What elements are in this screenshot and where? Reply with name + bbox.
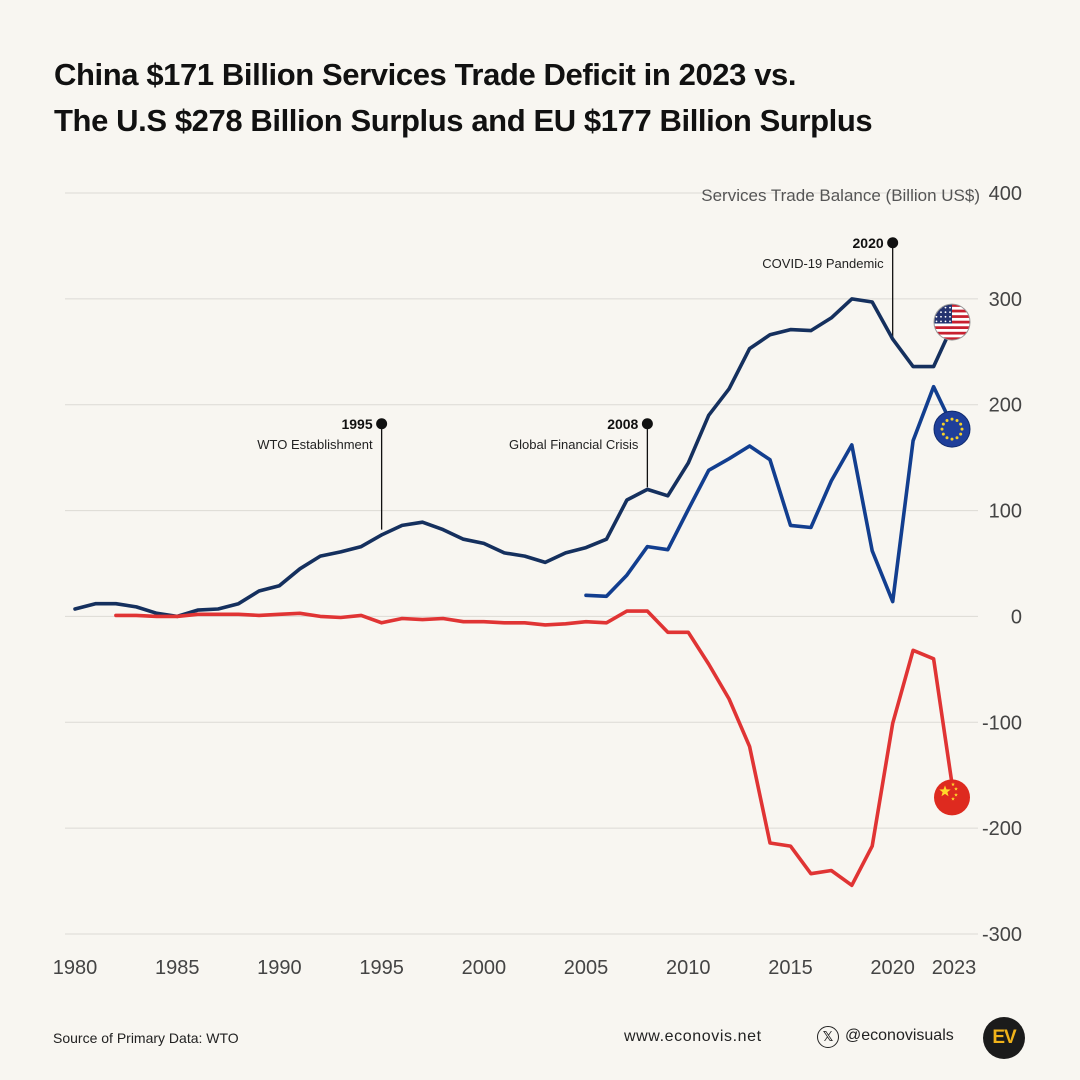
annotation-dot bbox=[641, 418, 653, 430]
x-tick-label: 1980 bbox=[53, 957, 98, 979]
eu-flag-star bbox=[945, 436, 949, 440]
us-flag-star bbox=[944, 306, 947, 309]
source-note: Source of Primary Data: WTO bbox=[53, 1030, 239, 1046]
y-tick-label: 200 bbox=[989, 395, 1022, 417]
us-flag-stripe bbox=[934, 334, 970, 338]
x-tick-label: 2023 bbox=[932, 957, 977, 979]
china-flag-big-star bbox=[939, 785, 951, 797]
x-tick-label: 2015 bbox=[768, 957, 813, 979]
us-flag-star bbox=[949, 320, 951, 323]
x-tick-label: 1985 bbox=[155, 957, 200, 979]
eu-flag-star bbox=[959, 432, 963, 436]
eu-flag-star bbox=[941, 432, 945, 436]
annotation-label: Global Financial Crisis bbox=[509, 437, 639, 452]
series-line-china bbox=[114, 609, 956, 888]
x-axis: 1980 1985 1990 1995 2000 2005 2010 2015 2020 2023 bbox=[53, 957, 977, 979]
y-tick-label: 300 bbox=[989, 289, 1022, 311]
eu-flag-star bbox=[955, 436, 959, 440]
x-tick-label: 2005 bbox=[564, 957, 609, 979]
us-flag-star bbox=[944, 320, 947, 323]
us-flag-border bbox=[933, 303, 971, 341]
chart-title-line-2: The U.S $278 Billion Surplus and EU $177… bbox=[54, 103, 873, 138]
eu-flag-star bbox=[950, 437, 954, 441]
x-tick-label: 1990 bbox=[257, 957, 302, 979]
chart-title: China $171 Billion Services Trade Defici… bbox=[54, 52, 873, 144]
y-tick-label: 400 bbox=[989, 183, 1022, 205]
us-flag-star bbox=[949, 306, 951, 309]
china-flag-small-star bbox=[954, 786, 958, 791]
eu-flag-star bbox=[950, 417, 954, 421]
chart-title-line-1: China $171 Billion Services Trade Defici… bbox=[54, 57, 797, 92]
x-tick-label: 2000 bbox=[462, 957, 507, 979]
econovis-logo: EV bbox=[983, 1017, 1025, 1059]
y-tick-label: -300 bbox=[982, 924, 1022, 946]
eu-flag-bg bbox=[933, 410, 971, 448]
us-flag-star bbox=[949, 311, 951, 314]
us-flag-icon bbox=[933, 303, 971, 341]
china-flag-small-star bbox=[951, 782, 955, 787]
y-tick-label: 100 bbox=[989, 501, 1022, 523]
flag-markers bbox=[933, 303, 971, 816]
series-line-eu bbox=[584, 384, 956, 604]
eu-flag-star bbox=[959, 422, 963, 426]
website-link[interactable]: www.econovis.net bbox=[624, 1028, 762, 1045]
y-tick-label: 0 bbox=[1011, 606, 1022, 628]
eu-flag-icon bbox=[933, 410, 971, 448]
us-flag-stripe bbox=[934, 337, 970, 341]
eu-flag-star bbox=[960, 427, 964, 431]
annotation-label: WTO Establishment bbox=[257, 437, 373, 452]
us-flag-star bbox=[944, 315, 947, 318]
annotation-year: 2020 bbox=[853, 235, 884, 251]
grid-layer bbox=[65, 192, 978, 935]
us-flag-stripe bbox=[934, 329, 970, 332]
china-flag-small-star bbox=[954, 792, 958, 797]
us-flag-star bbox=[940, 320, 942, 323]
us-flag-star bbox=[940, 311, 942, 314]
us-flag-star bbox=[935, 306, 938, 309]
x-logo-icon[interactable]: 𝕏 bbox=[817, 1026, 839, 1048]
y-axis-label: Services Trade Balance (Billion US$) bbox=[701, 186, 980, 205]
annotations: 1995 WTO Establishment 2008 Global Financia… bbox=[257, 235, 899, 530]
china-flag-small-star bbox=[951, 796, 955, 801]
us-flag-stripe bbox=[934, 331, 970, 335]
annotation-dot bbox=[887, 237, 899, 249]
y-tick-label: -200 bbox=[982, 818, 1022, 840]
eu-flag-star bbox=[955, 418, 959, 422]
eu-flag-star bbox=[945, 418, 949, 422]
x-tick-label: 1995 bbox=[359, 957, 404, 979]
us-flag-stripe bbox=[934, 326, 970, 330]
us-flag-star bbox=[940, 315, 942, 318]
china-flag-icon bbox=[934, 779, 970, 816]
us-flag-star bbox=[935, 320, 938, 323]
series-line-us bbox=[73, 297, 956, 619]
y-axis: 400 300 200 100 0 -100 -200 -300 bbox=[982, 183, 1022, 946]
annotation-year: 2008 bbox=[607, 416, 638, 432]
annotation-label: COVID-19 Pandemic bbox=[762, 256, 884, 271]
x-tick-label: 2010 bbox=[666, 957, 711, 979]
us-flag-star bbox=[949, 315, 951, 318]
y-tick-label: -100 bbox=[982, 712, 1022, 734]
eu-flag-star bbox=[940, 427, 944, 431]
series-layer bbox=[73, 297, 956, 888]
us-flag-star bbox=[935, 315, 938, 318]
x-tick-label: 2020 bbox=[870, 957, 915, 979]
us-flag-stripe bbox=[934, 323, 970, 327]
social-handle[interactable]: @econovisuals bbox=[845, 1027, 954, 1044]
us-flag-star bbox=[944, 311, 947, 314]
annotation-year: 1995 bbox=[341, 416, 372, 432]
eu-flag-star bbox=[941, 422, 945, 426]
annotation-dot bbox=[376, 418, 388, 430]
china-flag-bg bbox=[934, 779, 970, 816]
